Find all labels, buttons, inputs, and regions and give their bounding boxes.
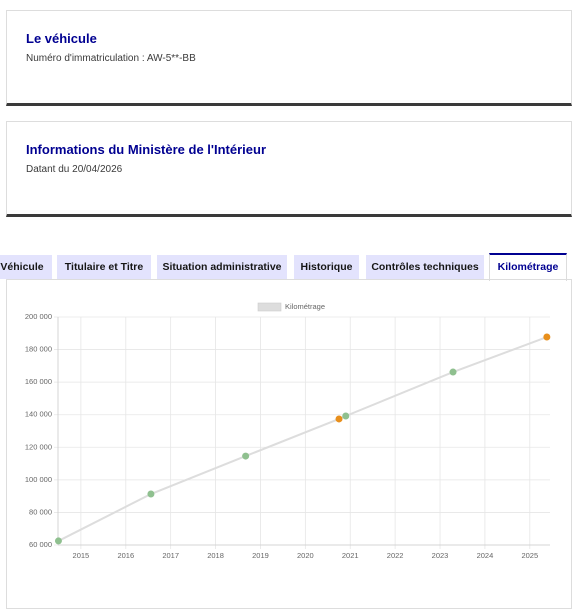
x-tick-label: 2023: [432, 551, 449, 560]
data-point: [543, 333, 551, 341]
card: Informations du Ministère de l'Intérieur…: [6, 121, 572, 217]
x-tick-label: 2018: [207, 551, 224, 560]
tab[interactable]: Historique: [294, 255, 359, 279]
x-tick-label: 2015: [73, 551, 90, 560]
data-point: [342, 412, 350, 420]
data-point: [449, 368, 457, 376]
card-title: Le véhicule: [26, 31, 97, 46]
data-point: [242, 452, 250, 460]
card-text: Datant du 20/04/2026: [26, 164, 123, 175]
y-tick-label: 180 000: [25, 345, 52, 354]
y-tick-label: 80 000: [29, 507, 52, 516]
x-tick-label: 2017: [162, 551, 179, 560]
legend-swatch: [257, 302, 282, 312]
y-tick-label: 140 000: [25, 410, 52, 419]
tab-active[interactable]: Kilométrage: [489, 253, 567, 281]
card: Le véhicule Numéro d'immatriculation : A…: [6, 10, 572, 106]
data-point: [147, 490, 155, 498]
data-point: [54, 537, 62, 545]
x-tick-label: 2021: [342, 551, 359, 560]
x-tick-label: 2019: [252, 551, 269, 560]
x-tick-label: 2020: [297, 551, 314, 560]
y-tick-label: 200 000: [25, 312, 52, 321]
x-tick-label: 2022: [387, 551, 404, 560]
chart: 60 000 80 000 100 000 120 000 140 000 160 000…: [25, 302, 551, 560]
data-point: [335, 415, 343, 423]
tab[interactable]: Titulaire et Titre: [57, 255, 151, 279]
y-tick-label: 160 000: [25, 377, 52, 386]
card-title: Informations du Ministère de l'Intérieur: [26, 142, 267, 157]
tab[interactable]: Situation administrative: [157, 255, 287, 279]
x-tick-label: 2024: [477, 551, 494, 560]
legend-label: Kilométrage: [285, 302, 325, 311]
x-tick-label: 2016: [117, 551, 134, 560]
x-tick-label: 2025: [521, 551, 538, 560]
y-tick-label: 120 000: [25, 442, 52, 451]
series-line: [57, 336, 548, 542]
y-tick-label: 100 000: [25, 475, 52, 484]
tab[interactable]: Contrôles techniques: [366, 255, 484, 279]
tab[interactable]: Véhicule: [0, 255, 52, 279]
card-text: Numéro d'immatriculation : AW-5**-BB: [26, 53, 196, 64]
y-tick-label: 60 000: [29, 540, 52, 549]
